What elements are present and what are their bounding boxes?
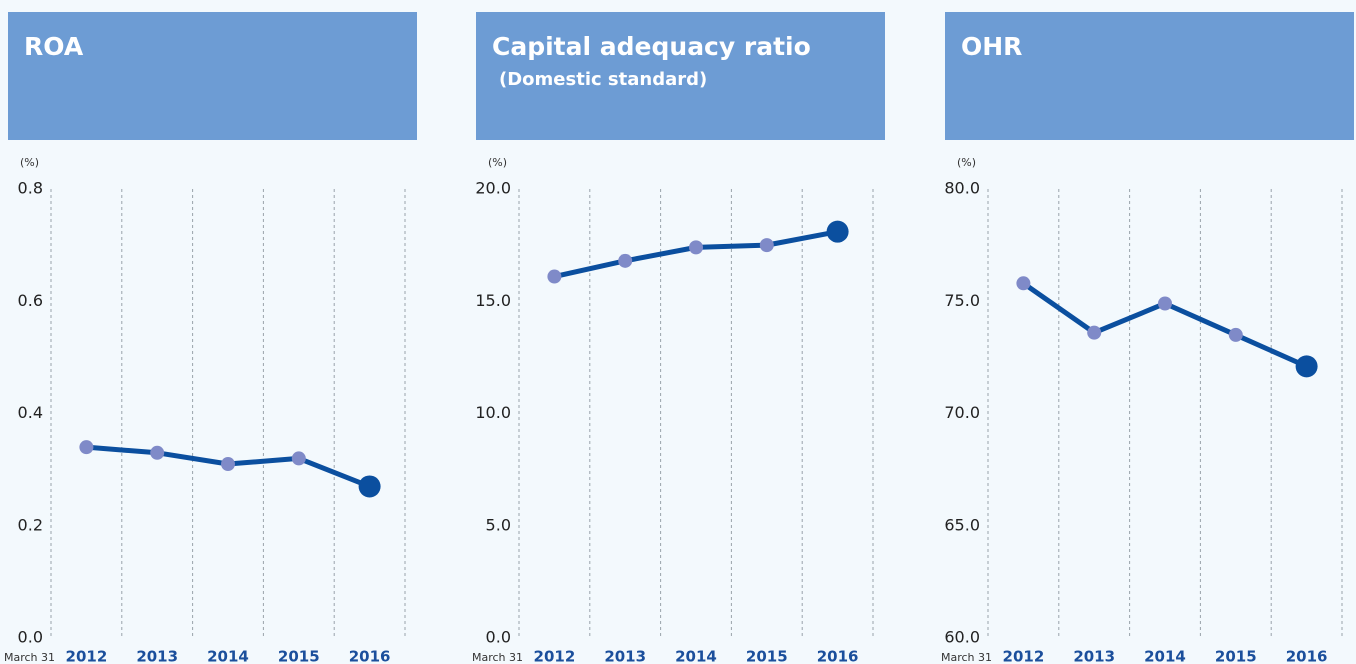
x-tick-label: 2014 [207, 648, 249, 664]
point [826, 220, 849, 243]
point [689, 240, 703, 255]
chart-title: OHR [961, 32, 1022, 61]
y-tick-label: 60.0 [944, 628, 980, 647]
point [1087, 325, 1102, 340]
x-axis-label: March 31 [4, 651, 55, 664]
chart: OHR (%) 60.0 65.0 70.0 75.0 80.0 March 31 2012 20… [941, 12, 1354, 664]
x-tick-label: 2013 [1073, 648, 1115, 664]
x-tick-label: 2014 [1144, 648, 1186, 664]
x-tick-label: 2012 [66, 648, 108, 664]
point [1158, 296, 1172, 311]
x-tick-label: 2012 [1003, 648, 1045, 664]
chart-title: ROA [24, 32, 84, 61]
point [618, 253, 633, 268]
y-tick-label: 0.6 [18, 291, 43, 310]
x-tick-label: 2013 [136, 648, 178, 664]
y-tick-label: 75.0 [944, 291, 980, 310]
header [945, 12, 1354, 140]
x-axis-label: March 31 [472, 651, 523, 664]
chart-title: Capital adequacy ratio [492, 32, 811, 61]
x-tick-label: 2015 [1215, 648, 1257, 664]
point [150, 445, 165, 460]
point [358, 475, 381, 498]
point [1016, 276, 1031, 291]
point [291, 451, 306, 466]
chart: ROA (%) 0.0 0.2 0.4 0.6 0.8 March 31 2012 2013 201… [4, 12, 417, 664]
chart: Capital adequacy ratio (Domestic standard… [472, 12, 885, 664]
chart-subtitle: (Domestic standard) [499, 69, 707, 90]
x-tick-label: 2015 [278, 648, 320, 664]
point [1228, 327, 1243, 342]
point [79, 440, 94, 455]
x-tick-label: 2013 [604, 648, 646, 664]
x-tick-label: 2016 [817, 648, 859, 664]
y-tick-label: 0.0 [486, 628, 511, 647]
x-tick-label: 2014 [675, 648, 717, 664]
x-tick-label: 2015 [746, 648, 788, 664]
y-tick-label: 10.0 [475, 403, 511, 422]
y-tick-label: 15.0 [475, 291, 511, 310]
y-tick-label: 65.0 [944, 515, 980, 534]
y-unit: (%) [488, 156, 507, 169]
x-axis-label: March 31 [941, 651, 992, 664]
y-tick-label: 80.0 [944, 179, 980, 198]
point [547, 269, 562, 284]
point [221, 457, 235, 472]
line [1021, 281, 1308, 369]
y-tick-label: 5.0 [486, 515, 511, 534]
y-unit: (%) [20, 156, 39, 169]
y-tick-label: 0.4 [18, 403, 43, 422]
y-tick-label: 0.0 [18, 628, 43, 647]
header [8, 12, 417, 140]
x-tick-label: 2012 [534, 648, 576, 664]
y-tick-label: 70.0 [944, 403, 980, 422]
point [759, 238, 774, 253]
y-tick-label: 20.0 [475, 179, 511, 198]
x-tick-label: 2016 [1286, 648, 1328, 664]
y-tick-label: 0.2 [18, 515, 43, 534]
header [476, 12, 885, 140]
x-tick-label: 2016 [349, 648, 391, 664]
y-unit: (%) [957, 156, 976, 169]
y-tick-label: 0.8 [18, 179, 43, 198]
point [1295, 355, 1318, 378]
